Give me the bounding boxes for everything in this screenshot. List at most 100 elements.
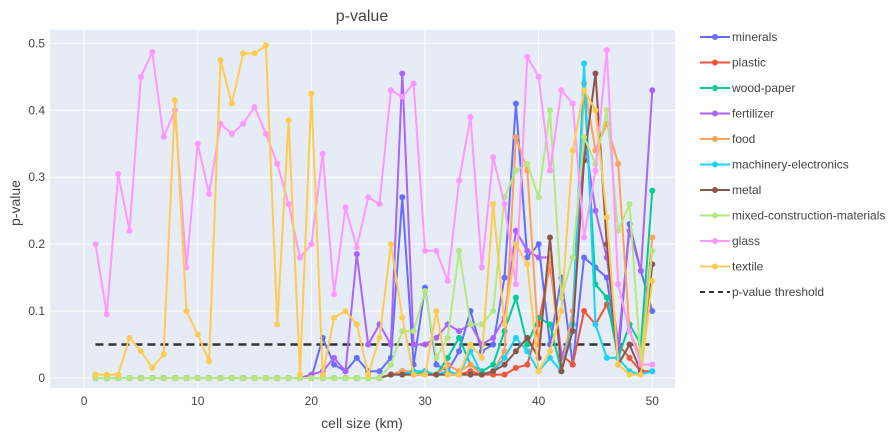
data-point xyxy=(649,247,656,254)
data-point xyxy=(467,321,474,328)
data-point xyxy=(308,90,315,97)
x-axis-title: cell size (km) xyxy=(321,415,403,431)
legend-swatch-marker xyxy=(712,110,718,117)
legend-item[interactable]: food xyxy=(700,132,755,146)
data-point xyxy=(512,334,519,341)
data-point xyxy=(353,321,360,328)
legend-item[interactable]: machinery-electronics xyxy=(700,158,849,172)
data-point xyxy=(410,80,417,87)
legend-item[interactable]: glass xyxy=(700,234,760,248)
data-point xyxy=(331,314,338,321)
data-point xyxy=(92,371,99,378)
data-point xyxy=(262,130,269,137)
data-point xyxy=(387,341,394,348)
data-point xyxy=(217,374,224,381)
data-point xyxy=(228,100,235,107)
legend-item[interactable]: mixed-construction-materials xyxy=(700,209,885,223)
data-point xyxy=(319,150,326,157)
data-point xyxy=(478,264,485,271)
data-point xyxy=(342,308,349,315)
data-point xyxy=(456,348,463,355)
y-tick-label: 0.2 xyxy=(28,237,45,251)
data-point xyxy=(569,147,576,154)
legend-label: wood-paper xyxy=(731,81,795,95)
data-point xyxy=(558,368,565,375)
x-tick-label: 30 xyxy=(418,394,432,408)
data-point xyxy=(524,348,531,355)
data-point xyxy=(433,361,440,368)
series-layer xyxy=(92,42,656,381)
legend-swatch-marker xyxy=(712,59,718,66)
data-point xyxy=(251,103,258,110)
data-point xyxy=(512,100,519,107)
y-tick-label: 0.5 xyxy=(28,36,45,50)
legend-swatch-marker xyxy=(712,161,718,168)
data-point xyxy=(410,341,417,348)
data-point xyxy=(126,334,133,341)
data-point xyxy=(285,117,292,124)
data-point xyxy=(444,371,451,378)
data-point xyxy=(603,107,610,114)
legend-item[interactable]: textile xyxy=(700,260,764,274)
data-point xyxy=(399,371,406,378)
data-point xyxy=(183,374,190,381)
data-point xyxy=(535,241,542,248)
data-point xyxy=(353,374,360,381)
data-point xyxy=(126,227,133,234)
data-point xyxy=(558,308,565,315)
data-point xyxy=(433,371,440,378)
legend-item[interactable]: p-value threshold xyxy=(700,285,824,299)
legend: minerals plastic wood-paper fertilizer food m… xyxy=(700,30,885,299)
data-point xyxy=(490,154,497,161)
data-point xyxy=(160,134,167,141)
data-point xyxy=(501,354,508,361)
data-point xyxy=(399,314,406,321)
series-line xyxy=(95,44,654,376)
legend-label: mixed-construction-materials xyxy=(732,209,885,223)
data-point xyxy=(365,194,372,201)
data-point xyxy=(569,328,576,335)
data-point xyxy=(240,50,247,57)
series-mixed-construction-materials xyxy=(92,107,656,381)
legend-item[interactable]: metal xyxy=(700,183,761,197)
data-point xyxy=(490,334,497,341)
data-point xyxy=(547,321,553,328)
data-point xyxy=(501,371,508,378)
data-point xyxy=(217,57,224,64)
data-point xyxy=(535,254,542,261)
data-point xyxy=(581,87,588,94)
data-point xyxy=(603,47,610,54)
data-point xyxy=(626,328,633,335)
data-point xyxy=(433,334,440,341)
legend-item[interactable]: fertilizer xyxy=(700,107,774,121)
data-point xyxy=(331,354,338,361)
data-point xyxy=(456,247,463,254)
data-point xyxy=(581,60,588,67)
data-point xyxy=(160,374,167,381)
data-point xyxy=(501,348,508,355)
x-tick-label: 20 xyxy=(305,394,319,408)
data-point xyxy=(626,200,633,207)
legend-item[interactable]: wood-paper xyxy=(700,81,795,95)
data-point xyxy=(149,49,156,56)
data-point xyxy=(194,140,201,147)
data-point xyxy=(376,334,383,341)
data-point xyxy=(172,374,178,381)
data-point xyxy=(206,374,213,381)
data-point xyxy=(387,87,394,94)
data-point xyxy=(581,254,588,261)
data-point xyxy=(456,328,463,335)
data-point xyxy=(251,50,258,57)
data-point xyxy=(399,194,406,201)
legend-swatch-marker xyxy=(712,263,718,270)
data-point xyxy=(524,247,531,254)
data-point xyxy=(444,354,451,361)
data-point xyxy=(399,70,406,77)
data-point xyxy=(592,207,599,214)
legend-item[interactable]: minerals xyxy=(700,30,777,44)
data-point xyxy=(126,374,133,381)
data-point xyxy=(524,361,531,368)
legend-swatch-marker xyxy=(712,212,718,219)
data-point xyxy=(297,254,303,261)
legend-item[interactable]: plastic xyxy=(700,56,766,70)
